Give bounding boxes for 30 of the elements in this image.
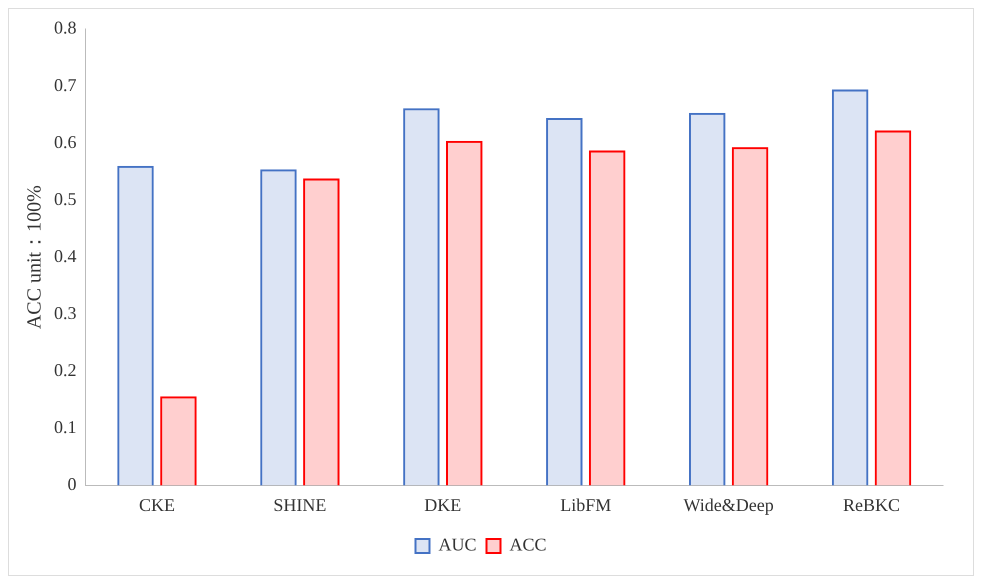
- y-tick-label: 0.2: [54, 360, 76, 380]
- bar: [588, 150, 626, 486]
- x-tick-label: LibFM: [560, 494, 612, 515]
- y-tick-label: 0.7: [54, 74, 76, 95]
- bar: [117, 166, 154, 486]
- y-tick-label: 0.3: [54, 302, 76, 323]
- bar: [832, 89, 868, 486]
- bar: [546, 118, 582, 486]
- y-tick-label: 0.8: [54, 18, 76, 38]
- y-tick-label: 0.1: [54, 417, 76, 438]
- bar: [874, 130, 912, 486]
- y-tick-label: 0.6: [54, 132, 76, 152]
- legend-label: AUC: [438, 534, 477, 555]
- bar: [446, 140, 482, 486]
- x-tick-label: ReBKC: [843, 494, 900, 515]
- bar: [260, 169, 297, 486]
- x-tick-label: Wide&Deep: [684, 494, 774, 515]
- bar: [732, 147, 768, 486]
- x-tick-label: CKE: [138, 494, 175, 515]
- bar: [160, 396, 197, 486]
- y-tick-label: 0: [68, 474, 76, 494]
- x-tick-label: SHINE: [273, 494, 326, 515]
- legend-label: ACC: [509, 534, 547, 555]
- y-tick-label: 0.4: [54, 246, 76, 266]
- y-axis-title: ACC unit：100%: [23, 185, 46, 330]
- x-tick-label: DKE: [424, 494, 462, 515]
- bar: [688, 112, 726, 486]
- y-tick-label: 0.5: [54, 188, 76, 209]
- bar: [303, 178, 340, 486]
- bar: [403, 108, 440, 486]
